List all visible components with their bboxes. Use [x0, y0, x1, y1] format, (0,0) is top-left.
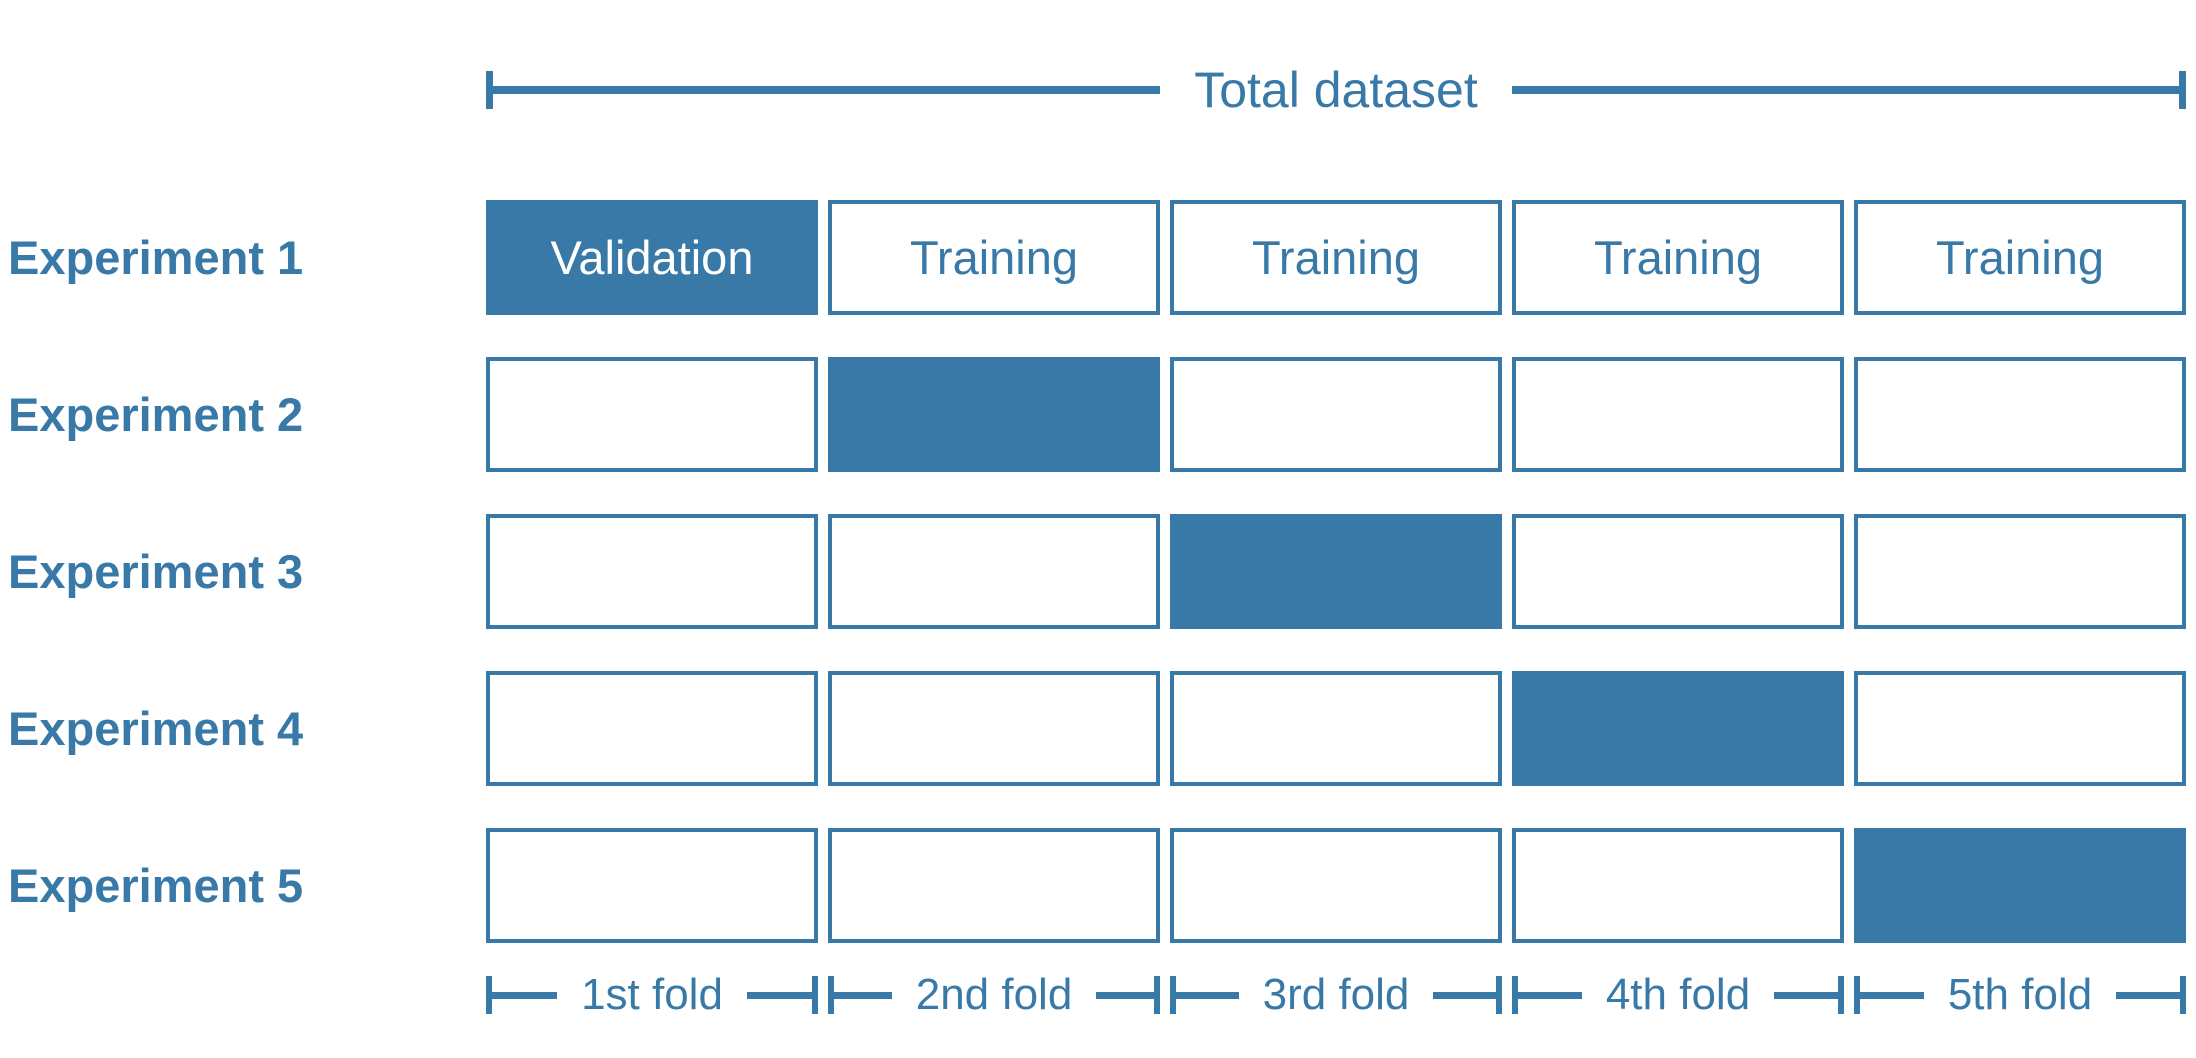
fold-cell	[828, 671, 1160, 786]
fold-cell	[828, 828, 1160, 943]
experiment-row-3: Experiment 3	[0, 514, 2196, 629]
fold-right-line	[1774, 991, 1838, 999]
fold-cell: Training	[1512, 200, 1844, 315]
experiment-5-cells	[486, 828, 2186, 943]
fold-cell	[486, 514, 818, 629]
fold-cell: Training	[1170, 200, 1502, 315]
fold-2-label: 2nd fold	[915, 970, 1073, 1019]
fold-left-line	[492, 991, 558, 999]
fold-right-line	[746, 991, 812, 999]
bracket-right-tick	[2179, 71, 2186, 109]
fold-left-tick	[1854, 976, 1860, 1014]
fold-bracket-5: 5th fold	[1854, 960, 2186, 1030]
fold-cell	[1512, 357, 1844, 472]
total-dataset-bracket: Total dataset	[486, 62, 2186, 118]
fold-4-label: 4th fold	[1605, 970, 1751, 1019]
fold-cell	[486, 671, 818, 786]
fold-cell	[1512, 671, 1844, 786]
fold-left-tick	[486, 976, 492, 1014]
fold-left-line	[834, 991, 892, 999]
fold-cell	[1854, 514, 2186, 629]
experiment-2-label: Experiment 2	[8, 388, 304, 441]
fold-cell	[1512, 828, 1844, 943]
experiment-row-4: Experiment 4	[0, 671, 2196, 786]
fold-left-tick	[1512, 976, 1518, 1014]
fold-cell	[828, 357, 1160, 472]
fold-bracket-3: 3rd fold	[1170, 960, 1503, 1030]
fold-cell	[1854, 357, 2186, 472]
experiment-4-cells	[486, 671, 2186, 786]
fold-cell: Validation	[486, 200, 818, 315]
experiment-1-label: Experiment 1	[8, 231, 304, 284]
fold-cell	[1170, 828, 1502, 943]
fold-cell	[1854, 828, 2186, 943]
fold-right-tick	[812, 976, 818, 1014]
experiment-2-cells	[486, 357, 2186, 472]
fold-3-label: 3rd fold	[1262, 970, 1410, 1019]
fold-cell: Training	[828, 200, 1160, 315]
experiment-3-label: Experiment 3	[8, 545, 304, 598]
fold-right-tick	[1154, 976, 1161, 1014]
fold-left-line	[1860, 991, 1924, 999]
fold-cell	[828, 514, 1160, 629]
fold-brackets-row: 1st fold 2nd fold 3rd fold 4th fold	[486, 960, 2186, 1030]
fold-cell: Training	[1854, 200, 2186, 315]
fold-right-tick	[1838, 976, 1844, 1014]
experiment-row-2: Experiment 2	[0, 357, 2196, 472]
fold-cell	[1170, 514, 1502, 629]
bracket-right-line	[1511, 86, 2179, 94]
experiment-4-label: Experiment 4	[8, 702, 304, 755]
total-dataset-label: Total dataset	[1194, 62, 1478, 118]
bracket-left-tick	[486, 71, 493, 109]
fold-bracket-2: 2nd fold	[828, 960, 1161, 1030]
fold-left-line	[1518, 991, 1582, 999]
experiment-3-cells	[486, 514, 2186, 629]
experiment-5-label: Experiment 5	[8, 859, 304, 912]
fold-left-tick	[1170, 976, 1176, 1014]
fold-cell	[1854, 671, 2186, 786]
fold-left-line	[1176, 991, 1239, 999]
fold-right-line	[1433, 991, 1497, 999]
experiment-row-1: Experiment 1 Validation Training Trainin…	[0, 200, 2196, 315]
fold-left-tick	[828, 976, 834, 1014]
fold-cell	[1170, 357, 1502, 472]
fold-cell	[1170, 671, 1502, 786]
fold-bracket-1: 1st fold	[486, 960, 818, 1030]
fold-cell	[486, 828, 818, 943]
fold-bracket-4: 4th fold	[1512, 960, 1844, 1030]
bracket-left-line	[493, 86, 1161, 94]
fold-right-line	[1096, 991, 1155, 999]
fold-5-label: 5th fold	[1947, 970, 2093, 1019]
experiment-1-cells: Validation Training Training Training Tr…	[486, 200, 2186, 315]
fold-cell	[486, 357, 818, 472]
fold-right-tick	[1496, 976, 1503, 1014]
experiment-row-5: Experiment 5	[0, 828, 2196, 943]
fold-right-tick	[2180, 976, 2186, 1014]
fold-cell	[1512, 514, 1844, 629]
fold-right-line	[2116, 991, 2180, 999]
fold-1-label: 1st fold	[581, 970, 723, 1019]
